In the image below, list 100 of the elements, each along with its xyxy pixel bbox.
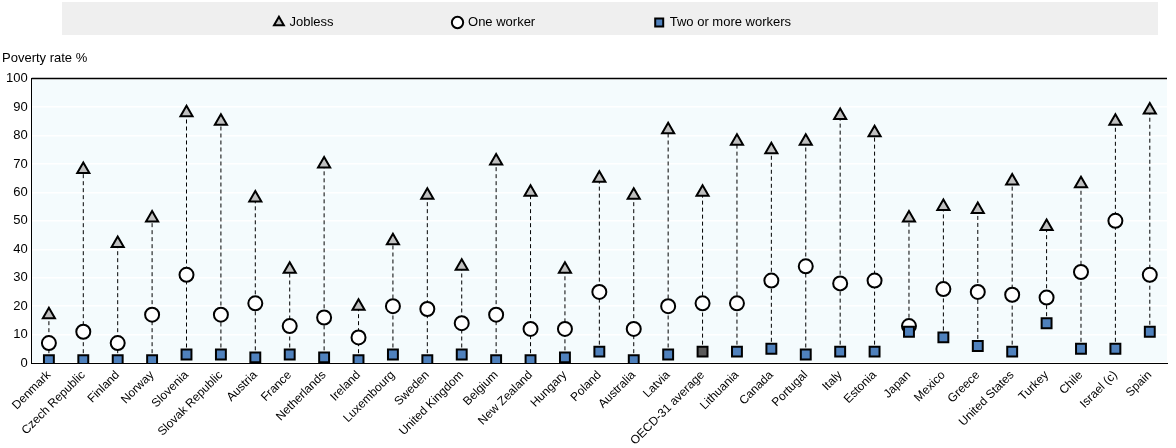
point [1143, 325, 1156, 338]
point [1005, 172, 1020, 186]
point [729, 133, 745, 146]
point [1006, 345, 1019, 358]
point [936, 198, 951, 212]
point [41, 306, 56, 320]
point [833, 107, 848, 121]
point [146, 354, 159, 364]
point [352, 354, 365, 364]
point [626, 187, 641, 200]
point [214, 348, 227, 361]
point [1073, 175, 1089, 189]
point [522, 320, 539, 337]
point [249, 351, 262, 364]
y-tick-label: 90 [13, 98, 28, 114]
y-tick-label: 50 [13, 212, 28, 228]
point [454, 258, 469, 271]
point [317, 155, 332, 169]
y-tick-label: 80 [13, 127, 28, 143]
point [111, 354, 124, 364]
point [903, 325, 915, 338]
point [763, 272, 780, 289]
point [764, 141, 779, 155]
point [558, 351, 571, 364]
point [419, 300, 436, 317]
point [1107, 212, 1124, 229]
legend-label: Jobless [289, 14, 438, 30]
point [661, 121, 676, 135]
point [728, 295, 745, 312]
point [731, 345, 743, 358]
point [765, 342, 778, 355]
legend-label: One worker [468, 14, 640, 30]
point [247, 295, 264, 312]
y-tick-label: 100 [5, 70, 28, 86]
point [834, 345, 847, 358]
point [694, 295, 711, 312]
point [1075, 342, 1087, 355]
point [420, 187, 435, 200]
point [1141, 266, 1158, 283]
y-tick-label: 30 [13, 269, 28, 285]
point [832, 275, 849, 292]
point [1109, 342, 1122, 355]
point [316, 309, 333, 326]
point [625, 320, 642, 337]
point [76, 161, 91, 175]
point [971, 340, 984, 352]
point [110, 235, 125, 249]
point [350, 329, 367, 346]
point [109, 335, 126, 352]
y-tick-label: 40 [13, 240, 28, 256]
point [867, 124, 882, 138]
y-tick-label: 0 [20, 354, 28, 370]
legend-label: Two or more workers [669, 14, 896, 30]
point [75, 323, 92, 340]
point [901, 209, 917, 223]
point [868, 345, 881, 358]
point [351, 298, 366, 311]
point [593, 345, 606, 358]
point [1038, 289, 1055, 306]
point [179, 104, 194, 118]
x-tick-label: Italy [819, 367, 845, 394]
point [1108, 113, 1123, 126]
point [523, 184, 538, 197]
y-axis-title: Poverty rate % [2, 50, 88, 66]
point [797, 258, 814, 275]
point [455, 348, 468, 361]
point [489, 153, 504, 166]
point [524, 354, 537, 364]
point [695, 184, 710, 197]
point [557, 261, 572, 274]
point [660, 298, 677, 315]
point [178, 266, 195, 283]
point [213, 113, 228, 126]
point [970, 201, 985, 214]
point [627, 354, 640, 364]
point [592, 170, 607, 183]
point [453, 315, 470, 332]
point [283, 348, 296, 361]
point [384, 298, 401, 315]
point [969, 283, 986, 300]
point [662, 348, 675, 361]
point [556, 320, 573, 337]
point [248, 190, 263, 203]
y-tick-label: 60 [13, 183, 28, 199]
y-tick-label: 70 [13, 155, 28, 171]
point [421, 354, 434, 364]
point [696, 345, 709, 358]
point [212, 306, 229, 323]
point [42, 354, 55, 364]
point [490, 354, 503, 364]
point [40, 335, 57, 352]
point [77, 354, 90, 364]
point [591, 283, 608, 300]
point [1004, 286, 1021, 303]
point [281, 318, 298, 335]
point [144, 306, 161, 323]
point [937, 331, 950, 344]
point [145, 209, 160, 223]
point [935, 281, 952, 298]
y-tick-label: 20 [13, 297, 28, 313]
